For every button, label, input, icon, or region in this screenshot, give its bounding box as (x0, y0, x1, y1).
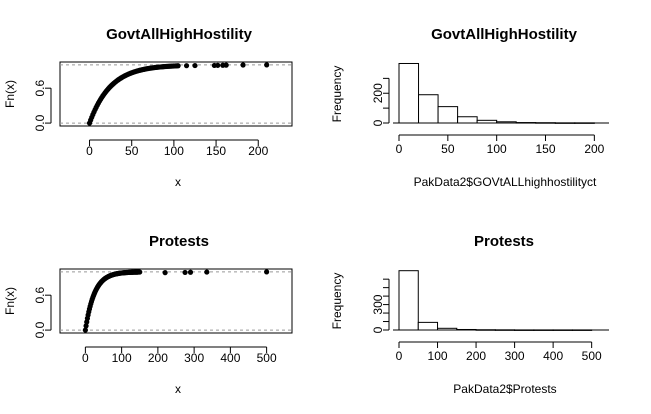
hist-govt-x-tick-label: 0 (396, 142, 403, 156)
ecdf-govt-point (183, 63, 190, 69)
ecdf-govt-x-tick-label: 100 (164, 144, 184, 158)
hist-protests-y-tick-label: 300 (371, 294, 385, 314)
hist-protests-bar (533, 329, 554, 331)
hist-govt-x-tick-label: 150 (535, 142, 555, 156)
hist-protests-x-tick-label: 200 (466, 349, 486, 363)
hist-govt-bars (393, 62, 609, 124)
ecdf-govt-y-axis: 0.0 0.6 (33, 80, 52, 131)
hist-protests-x-tick-label: 300 (505, 349, 525, 363)
ecdf-govt-plot-box (59, 61, 293, 127)
ecdf-govt-x-tick-label: 150 (206, 144, 226, 158)
ecdf-govt-point (215, 62, 221, 68)
hist-govt-bar (476, 119, 498, 124)
ecdf-govt-x-tick-label: 50 (125, 144, 139, 158)
ecdf-protests-point (204, 269, 210, 275)
ecdf-protests-title: Protests (149, 233, 209, 250)
hist-govt-bar (398, 62, 420, 124)
ecdf-govt-point (264, 62, 270, 68)
hist-govt-bar (554, 122, 576, 124)
hist-protests-panel: Protests 0 100 200 300 400 500 0 300 PakData2$… (330, 233, 609, 396)
hist-protests-xlabel: PakData2$Protests (453, 382, 556, 396)
ecdf-protests-y-tick-label: 0.0 (33, 321, 47, 338)
hist-protests-bars (393, 270, 609, 331)
hist-protests-bar (571, 329, 593, 331)
hist-govt-x-tick-label: 200 (584, 142, 604, 156)
ecdf-govt-point (223, 62, 229, 68)
hist-protests-x-tick-label: 500 (582, 349, 602, 363)
ecdf-protests-x-tick-label: 500 (257, 351, 277, 365)
hist-protests-bar (494, 329, 516, 331)
ecdf-govt-point (240, 62, 246, 68)
hist-govt-bar (437, 106, 459, 124)
hist-govt-xlabel: PakData2$GOVtALLhighhostilityct (414, 175, 597, 189)
ecdf-govt-x-tick-label: 200 (248, 144, 268, 158)
ecdf-protests-y-axis: 0.0 0.6 (33, 287, 52, 338)
hist-protests-bar (456, 328, 477, 331)
ecdf-govt-x-axis: 0 50 100 150 200 (86, 139, 269, 158)
hist-govt-x-tick-label: 50 (441, 142, 455, 156)
ecdf-protests-point (137, 269, 143, 275)
ecdf-protests-point (264, 269, 270, 275)
hist-govt-x-tick-label: 100 (487, 142, 507, 156)
hist-protests-bar (552, 329, 573, 331)
ecdf-govt-y-tick-label: 0.6 (33, 80, 47, 97)
hist-govt-ylabel: Frequency (330, 66, 344, 123)
hist-protests-bar (475, 329, 496, 331)
ecdf-govt-point (175, 63, 181, 69)
hist-protests-y-tick-label: 0 (371, 326, 385, 333)
hist-govt-bar (515, 122, 537, 124)
hist-protests-x-tick-label: 400 (543, 349, 563, 363)
hist-govt-bar (535, 122, 556, 124)
ecdf-govt-ylabel: Fn(x) (3, 80, 17, 108)
ecdf-protests-x-axis: 0 100 200 300 400 500 (82, 346, 277, 365)
hist-protests-bar (514, 329, 535, 331)
ecdf-protests-x-tick-label: 100 (112, 351, 132, 365)
hist-protests-x-tick-label: 0 (396, 349, 403, 363)
hist-govt-bar (496, 121, 517, 124)
ecdf-protests-ylabel: Fn(x) (3, 287, 17, 315)
ecdf-protests-point (182, 269, 188, 276)
hist-govt-y-tick-label: 0 (371, 119, 385, 126)
ecdf-govt-x-tick-label: 0 (86, 144, 93, 158)
ecdf-protests-point (187, 269, 194, 275)
ecdf-protests-x-tick-label: 200 (148, 351, 168, 365)
ecdf-govt-marks (60, 62, 292, 126)
hist-govt-bar (418, 94, 439, 124)
hist-protests-ylabel: Frequency (330, 273, 344, 330)
hist-protests-bar (417, 321, 439, 331)
ecdf-protests-panel: Protests 0 100 200 300 400 500 0.0 0.6 x Fn(x) (3, 233, 293, 396)
ecdf-protests-plot-box (59, 268, 293, 334)
hist-protests-bar (398, 270, 419, 331)
ecdf-govt-xlabel: x (175, 175, 181, 189)
ecdf-protests-x-tick-label: 0 (82, 351, 89, 365)
ecdf-govt-panel: GovtAllHighHostility 0 50 100 150 200 0.0 0.6… (3, 26, 293, 189)
hist-govt-bar (457, 116, 478, 124)
hist-govt-y-axis: 0 200 (371, 77, 390, 126)
hist-govt-y-tick-label: 200 (371, 83, 385, 103)
ecdf-protests-xlabel: x (175, 382, 181, 396)
hist-govt-x-axis: 0 50 100 150 200 (396, 134, 605, 156)
hist-protests-x-axis: 0 100 200 300 400 500 (396, 341, 602, 363)
hist-govt-bar (574, 122, 595, 124)
ecdf-protests-point (83, 323, 89, 329)
ecdf-protests-marks (60, 269, 292, 333)
hist-govt-panel: GovtAllHighHostility 0 50 100 150 200 0 200 P… (330, 26, 609, 189)
hist-protests-x-tick-label: 100 (428, 349, 448, 363)
ecdf-protests-point (162, 270, 168, 276)
hist-govt-title: GovtAllHighHostility (431, 26, 577, 43)
ecdf-protests-point (82, 327, 88, 333)
ecdf-govt-point (192, 62, 198, 69)
ecdf-govt-title: GovtAllHighHostility (106, 26, 252, 43)
hist-protests-bar (437, 327, 458, 331)
hist-protests-y-axis: 0 300 (371, 278, 390, 333)
ecdf-protests-x-tick-label: 300 (184, 351, 204, 365)
hist-protests-title: Protests (474, 233, 534, 250)
ecdf-protests-y-tick-label: 0.6 (33, 287, 47, 304)
ecdf-protests-x-tick-label: 400 (220, 351, 240, 365)
ecdf-govt-y-tick-label: 0.0 (33, 114, 47, 131)
